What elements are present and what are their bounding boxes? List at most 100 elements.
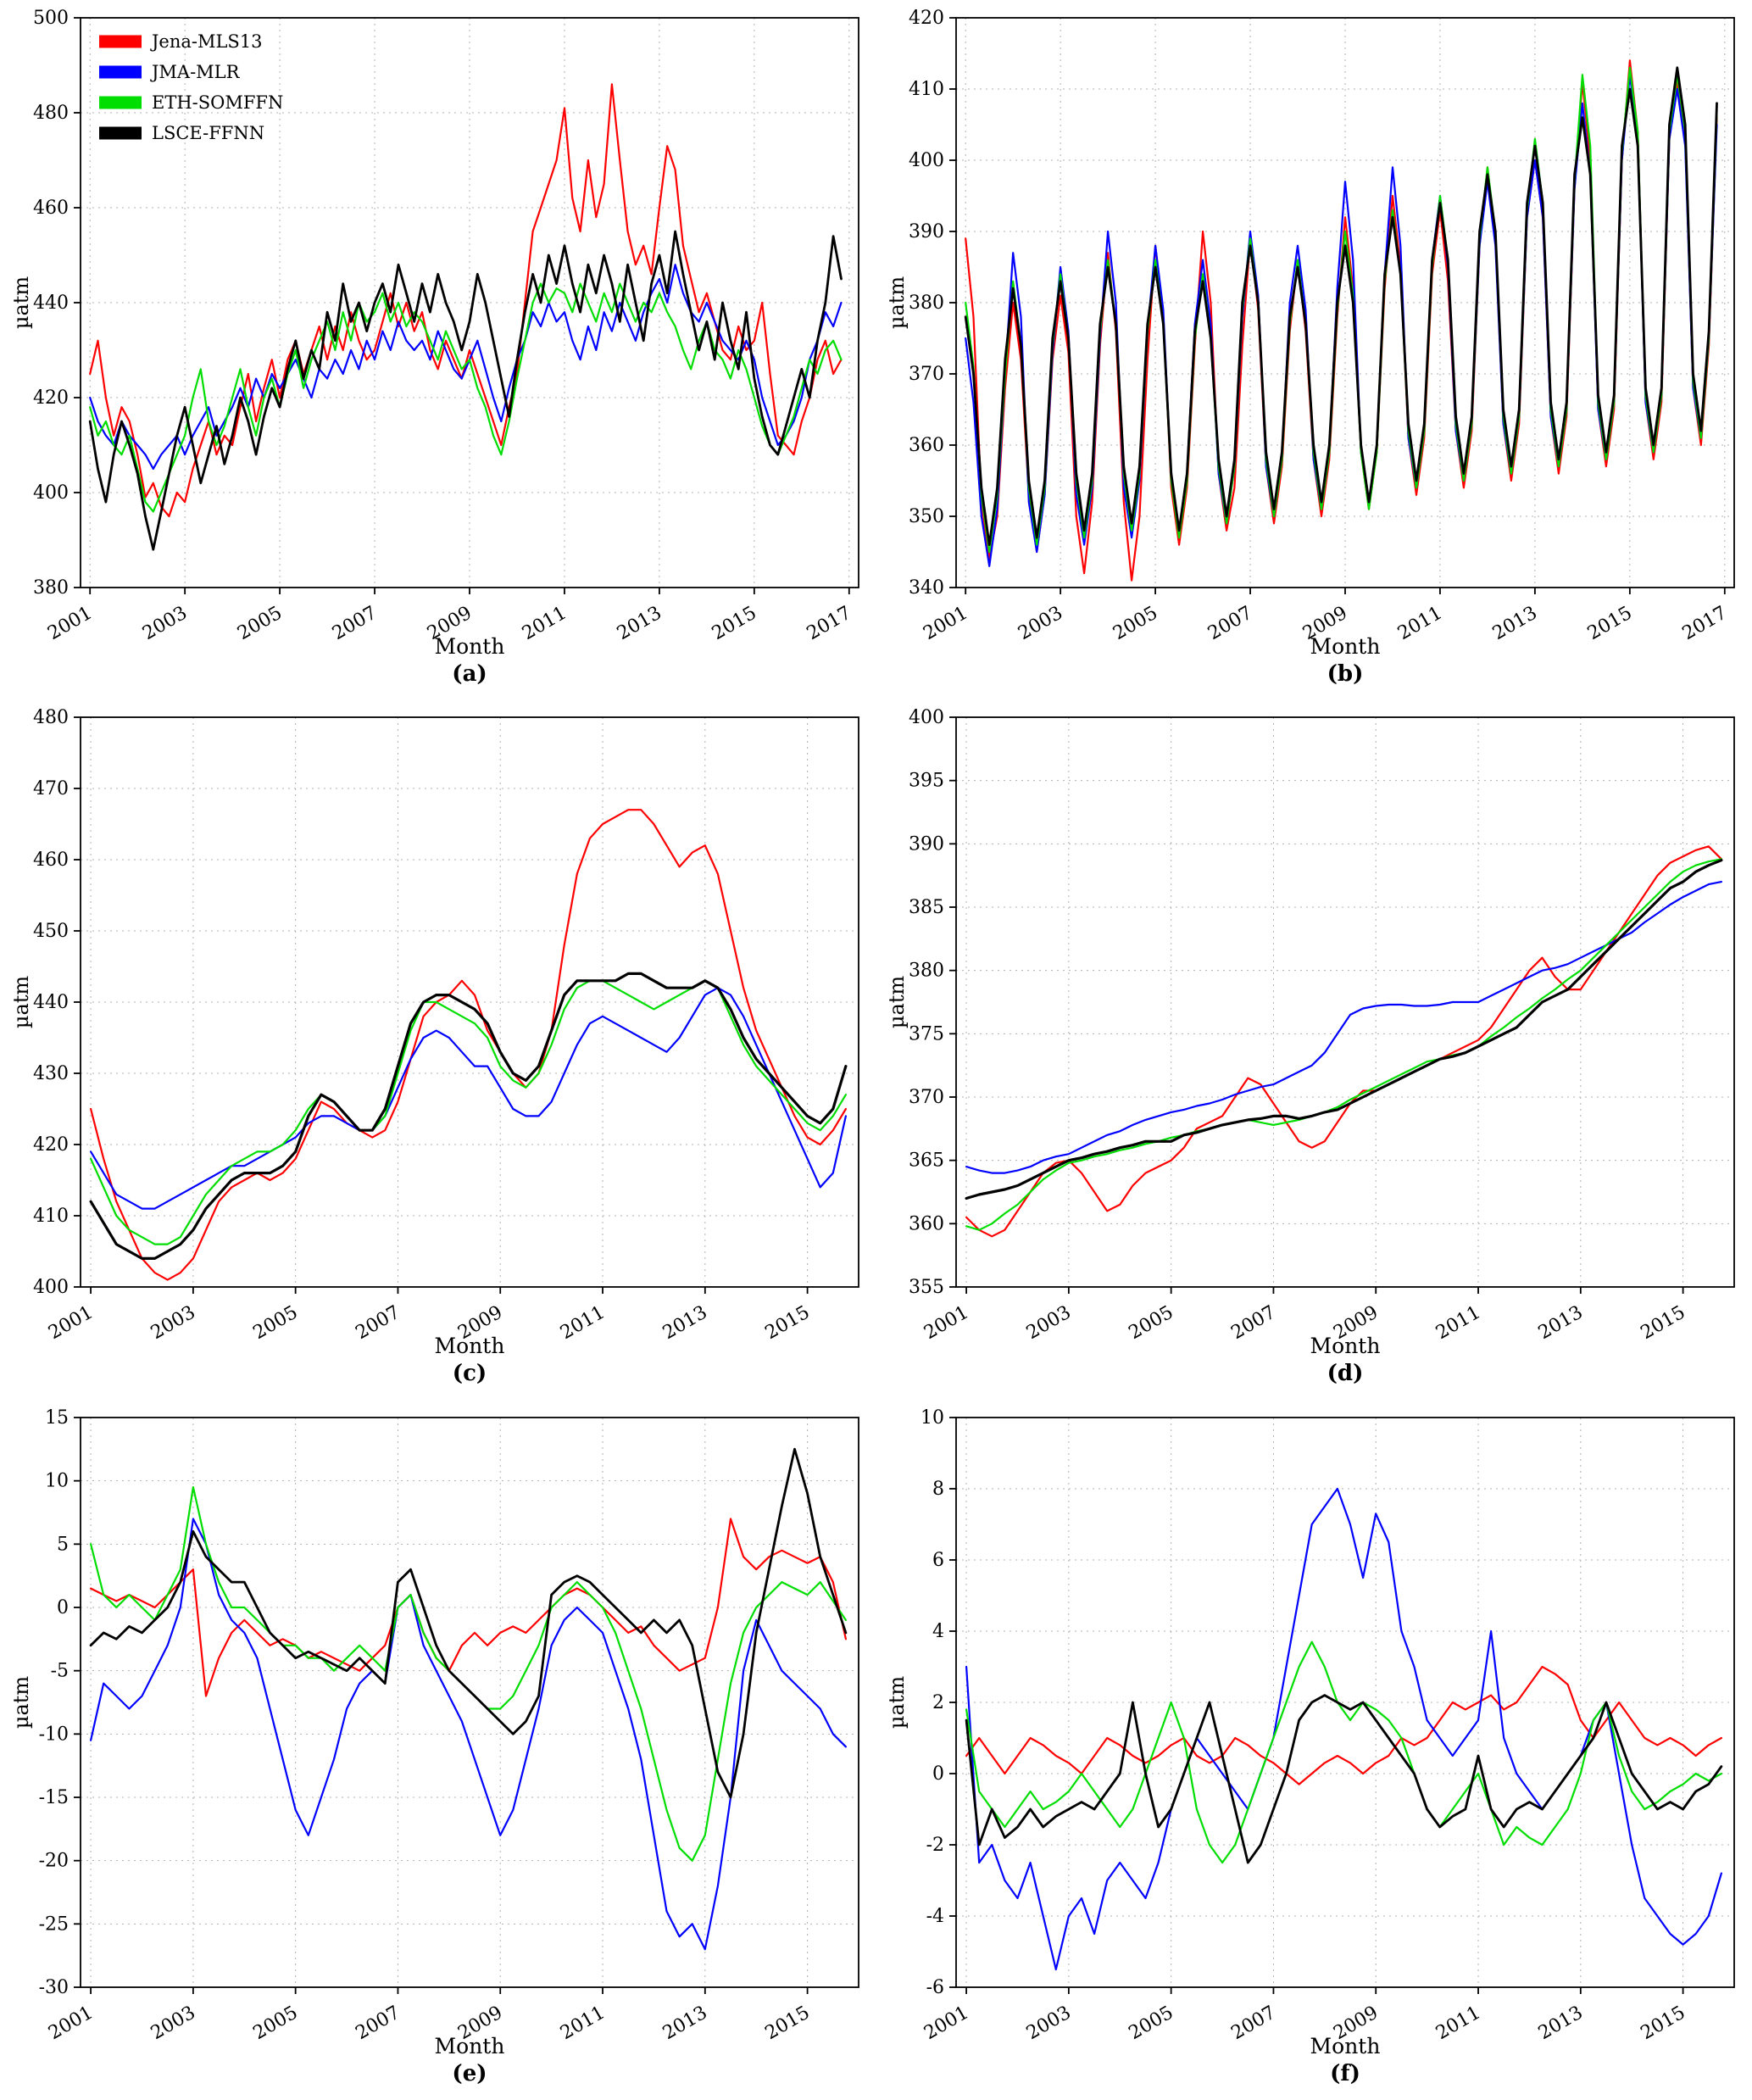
y-tick-label: 375 (909, 1024, 944, 1045)
y-tick-label: 440 (33, 992, 69, 1013)
x-tick-label: 2015 (761, 2003, 813, 2045)
chart-f: 2001 2003 2005 2007 2009 2011 2013 2015-6-4-202… (885, 1407, 1736, 2086)
y-axis-label: µatm (9, 976, 33, 1029)
chart-e: 2001 2003 2005 2007 2009 2011 2013 2015-30-25-2… (9, 1407, 859, 2086)
x-tick-label: 2015 (709, 602, 760, 644)
x-tick-label: 2011 (1432, 2003, 1484, 2045)
y-tick-label: 390 (909, 834, 944, 855)
y-tick-label: 10 (920, 1407, 944, 1429)
y-tick-label: 380 (33, 577, 69, 599)
legend-label: JMA-MLR (150, 62, 241, 82)
panel-e: 2001 2003 2005 2007 2009 2011 2013 2015 -30 -25 -2… (0, 1400, 876, 2100)
axes-frame (955, 1417, 1736, 1989)
legend-label: ETH-SOMFFN (152, 92, 283, 113)
series-line-ETH-SOMFFN (89, 980, 847, 1246)
y-tick-label: 350 (909, 506, 944, 527)
x-tick-label: 2015 (1638, 2003, 1689, 2045)
series-line-LSCE-FFNN (89, 972, 848, 1261)
panel-b: 2001 2003 2005 2007 2009 2011 2013 2015 2017 340 3… (876, 0, 1752, 700)
y-tick-label: 380 (909, 961, 944, 982)
y-tick-label: 355 (909, 1277, 944, 1298)
y-tick-label: -20 (38, 1851, 68, 1872)
x-tick-label: 2007 (352, 1302, 403, 1345)
x-tick-label: 2005 (234, 602, 286, 644)
y-tick-label: -4 (926, 1906, 944, 1927)
x-tick-label: 2013 (659, 2003, 711, 2045)
series-line-LSCE-FFNN (965, 1694, 1723, 1864)
x-axis-label: Month (434, 1334, 504, 1358)
x-tick-label: 2011 (557, 1302, 609, 1345)
y-tick-label: 4 (932, 1621, 944, 1642)
y-tick-label: 450 (33, 921, 69, 942)
x-tick-label: 2001 (44, 602, 96, 644)
x-tick-label: 2013 (1535, 1302, 1587, 1345)
y-tick-label: 385 (909, 897, 944, 918)
axes-frame (79, 716, 859, 1289)
y-tick-label: 380 (909, 292, 944, 314)
y-tick-label: 5 (57, 1534, 69, 1555)
panel-caption: (f) (1330, 2061, 1360, 2086)
x-tick-label: 2007 (352, 2003, 403, 2045)
y-tick-label: 370 (909, 364, 944, 385)
series-line-ETH-SOMFFN (965, 66, 1718, 553)
series-line-ETH-SOMFFN (965, 858, 1723, 1232)
panel-d: 2001 2003 2005 2007 2009 2011 2013 2015 355 360 36… (876, 700, 1752, 1401)
y-tick-label: 10 (45, 1471, 69, 1492)
panel-caption: (a) (452, 661, 487, 687)
y-tick-label: 360 (909, 1214, 944, 1235)
x-tick-label: 2007 (1228, 2003, 1280, 2045)
y-tick-label: 340 (909, 577, 944, 599)
y-tick-label: 0 (57, 1597, 69, 1618)
x-tick-label: 2017 (804, 602, 855, 644)
x-tick-label: 2003 (147, 2003, 199, 2045)
chart-b: 2001 2003 2005 2007 2009 2011 2013 2015 20173403… (885, 8, 1736, 687)
x-tick-label: 2003 (147, 1302, 199, 1345)
x-tick-label: 2007 (329, 602, 381, 644)
x-tick-label: 2003 (139, 602, 191, 644)
x-tick-label: 2001 (45, 2003, 97, 2045)
x-tick-label: 2013 (1535, 2003, 1587, 2045)
y-tick-label: 480 (33, 707, 69, 728)
y-tick-label: 365 (909, 1150, 944, 1172)
chart-a: 2001 2003 2005 2007 2009 2011 2013 2015 20173804… (9, 8, 859, 687)
x-axis-label: Month (434, 2034, 504, 2058)
panel-caption: (e) (452, 2061, 487, 2086)
x-tick-label: 2011 (519, 602, 570, 644)
x-tick-label: 2003 (1023, 2003, 1075, 2045)
x-tick-label: 2017 (1679, 602, 1731, 644)
y-tick-label: 420 (33, 387, 69, 409)
y-tick-label: 460 (33, 849, 69, 871)
x-tick-label: 2011 (1394, 602, 1446, 644)
series-line-ETH-SOMFFN (965, 1640, 1723, 1864)
panel-f: 2001 2003 2005 2007 2009 2011 2013 2015 -6 -4 -2 0 2… (876, 1400, 1752, 2100)
y-axis-label: µatm (885, 276, 909, 329)
x-tick-label: 2007 (1228, 1302, 1280, 1345)
y-tick-label: 390 (909, 221, 944, 242)
y-tick-label: 15 (45, 1407, 69, 1429)
y-axis-label: µatm (885, 1676, 909, 1730)
panel-caption: (d) (1327, 1361, 1364, 1386)
x-tick-label: 2011 (557, 2003, 609, 2045)
x-tick-label: 2001 (920, 1302, 972, 1345)
series-line-Jena-MLS13 (965, 845, 1723, 1238)
y-tick-label: -6 (926, 1977, 944, 1998)
x-tick-label: 2003 (1015, 602, 1066, 644)
axes-frame (955, 716, 1736, 1289)
series-line-Jena-MLS13 (88, 83, 843, 517)
series-line-Jena-MLS13 (965, 1666, 1723, 1785)
y-tick-label: 400 (33, 1277, 69, 1298)
y-tick-label: 410 (33, 1206, 69, 1227)
x-tick-label: 2015 (1638, 1302, 1689, 1345)
x-tick-label: 2005 (249, 2003, 301, 2045)
chart-d: 2001 2003 2005 2007 2009 2011 2013 201535536036… (885, 707, 1736, 1386)
y-tick-label: 360 (909, 435, 944, 456)
y-tick-label: -10 (38, 1724, 68, 1745)
series-line-Jena-MLS13 (89, 1518, 847, 1697)
series-line-JMA-MLR (965, 1488, 1723, 1971)
x-tick-label: 2005 (249, 1302, 301, 1345)
y-tick-label: -30 (38, 1977, 68, 1998)
series-line-LSCE-FFNN (88, 230, 843, 551)
x-tick-label: 2005 (1126, 1302, 1177, 1345)
x-tick-label: 2005 (1126, 2003, 1177, 2045)
